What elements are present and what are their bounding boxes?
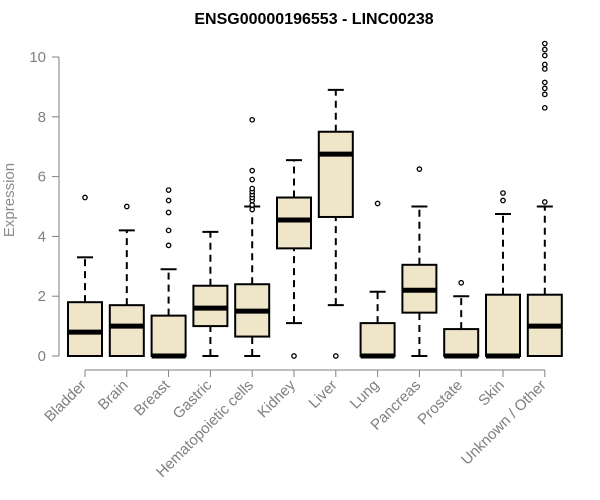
y-axis: 0 2 4 6 8 10: [29, 49, 60, 365]
outlier-point: [541, 104, 548, 111]
box: [317, 130, 354, 218]
outlier-point: [500, 190, 506, 196]
box: [150, 314, 187, 358]
plot-area: [67, 40, 563, 359]
chart-title: ENSG00000196553 - LINC00238: [194, 11, 433, 28]
y-tick-label: 10: [29, 49, 46, 66]
box-group: [192, 230, 229, 357]
y-tick-label: 4: [38, 228, 46, 245]
outlier-point: [249, 176, 256, 183]
outlier-point: [541, 199, 548, 205]
outlier-point: [123, 203, 130, 210]
outlier-point: [249, 202, 256, 208]
y-tick-label: 0: [38, 348, 46, 365]
outlier-point: [165, 242, 172, 249]
box: [485, 293, 521, 357]
outlier-point: [541, 91, 548, 98]
box-group: [359, 200, 396, 359]
box-group: [67, 194, 103, 357]
outlier-point: [165, 187, 172, 193]
outlier-point: [458, 279, 465, 286]
x-tick-label: Skin: [475, 377, 508, 410]
outlier-point: [541, 85, 548, 92]
outlier-point: [82, 194, 88, 201]
x-tick-label: Lung: [347, 377, 383, 413]
y-axis-label: Expression: [1, 163, 18, 237]
box: [67, 301, 103, 357]
outlier-point: [249, 185, 256, 192]
box-group: [317, 88, 354, 359]
box-group: [234, 116, 271, 357]
outlier-point: [165, 209, 172, 216]
outlier-point: [541, 46, 548, 53]
box-group: [526, 40, 563, 357]
outlier-point: [249, 116, 256, 123]
outlier-point: [541, 66, 548, 72]
outlier-point: [165, 197, 172, 204]
outlier-point: [249, 167, 256, 174]
y-tick-label: 2: [38, 288, 46, 305]
outlier-point: [541, 79, 548, 86]
outlier-point: [249, 206, 256, 213]
outlier-point: [541, 52, 548, 59]
box-group: [443, 279, 480, 359]
x-tick-label: Kidney: [254, 376, 299, 421]
y-tick-label: 8: [38, 109, 46, 126]
box-group: [150, 187, 187, 359]
outlier-point: [500, 197, 506, 204]
outlier-point: [541, 61, 548, 68]
outlier-point: [374, 200, 381, 207]
box: [276, 196, 312, 250]
outlier-point: [165, 227, 172, 234]
outlier-point: [291, 353, 297, 359]
outlier-point: [416, 166, 423, 172]
outlier-point: [541, 40, 548, 47]
x-tick-label: Bladder: [41, 377, 90, 426]
x-tick-label: Brain: [95, 377, 132, 414]
box: [108, 304, 145, 358]
x-tick-label: Liver: [306, 377, 341, 412]
outlier-point: [332, 353, 339, 359]
box-group: [485, 190, 521, 359]
box-group: [401, 166, 438, 357]
box: [443, 328, 480, 357]
box-group: [108, 203, 145, 358]
x-tick-label: Prostate: [414, 377, 466, 429]
box-group: [276, 159, 312, 359]
box: [359, 322, 396, 357]
y-tick-label: 6: [38, 169, 46, 186]
x-tick-label: Breast: [131, 376, 174, 419]
